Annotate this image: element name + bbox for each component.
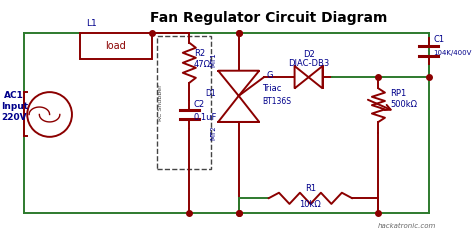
Bar xyxy=(157,36,211,168)
Polygon shape xyxy=(309,66,322,88)
Polygon shape xyxy=(294,66,309,88)
Polygon shape xyxy=(218,96,259,122)
Text: C2: C2 xyxy=(194,100,205,109)
Text: 10kΩ: 10kΩ xyxy=(300,200,321,209)
Text: AC1: AC1 xyxy=(4,91,24,100)
Text: D2: D2 xyxy=(303,50,314,59)
Text: Triac: Triac xyxy=(262,84,282,93)
Text: 0.1uF: 0.1uF xyxy=(194,113,218,122)
Text: BT136S: BT136S xyxy=(262,97,291,106)
Text: 220V: 220V xyxy=(1,113,27,122)
Text: R1: R1 xyxy=(305,184,316,193)
Text: G: G xyxy=(267,71,273,80)
Text: hackatronic.com: hackatronic.com xyxy=(378,223,436,229)
Text: DIAC-DB3: DIAC-DB3 xyxy=(288,59,329,68)
Text: load: load xyxy=(105,41,126,52)
Text: MT2: MT2 xyxy=(210,126,216,140)
Text: Input: Input xyxy=(0,102,28,111)
Polygon shape xyxy=(218,71,259,96)
Text: C1: C1 xyxy=(433,35,445,44)
Text: MT1: MT1 xyxy=(210,52,216,67)
Text: 47Ω: 47Ω xyxy=(194,60,211,69)
Text: RP1: RP1 xyxy=(391,89,407,98)
Text: Fan Regulator Circuit Diagram: Fan Regulator Circuit Diagram xyxy=(150,11,387,25)
Bar xyxy=(80,33,152,59)
Text: 500kΩ: 500kΩ xyxy=(391,100,418,109)
Text: D1: D1 xyxy=(205,90,215,98)
Text: 104K/400V: 104K/400V xyxy=(433,50,472,56)
Text: L1: L1 xyxy=(86,19,97,28)
Text: RC Snubber: RC Snubber xyxy=(158,84,163,121)
Text: R2: R2 xyxy=(194,49,205,58)
